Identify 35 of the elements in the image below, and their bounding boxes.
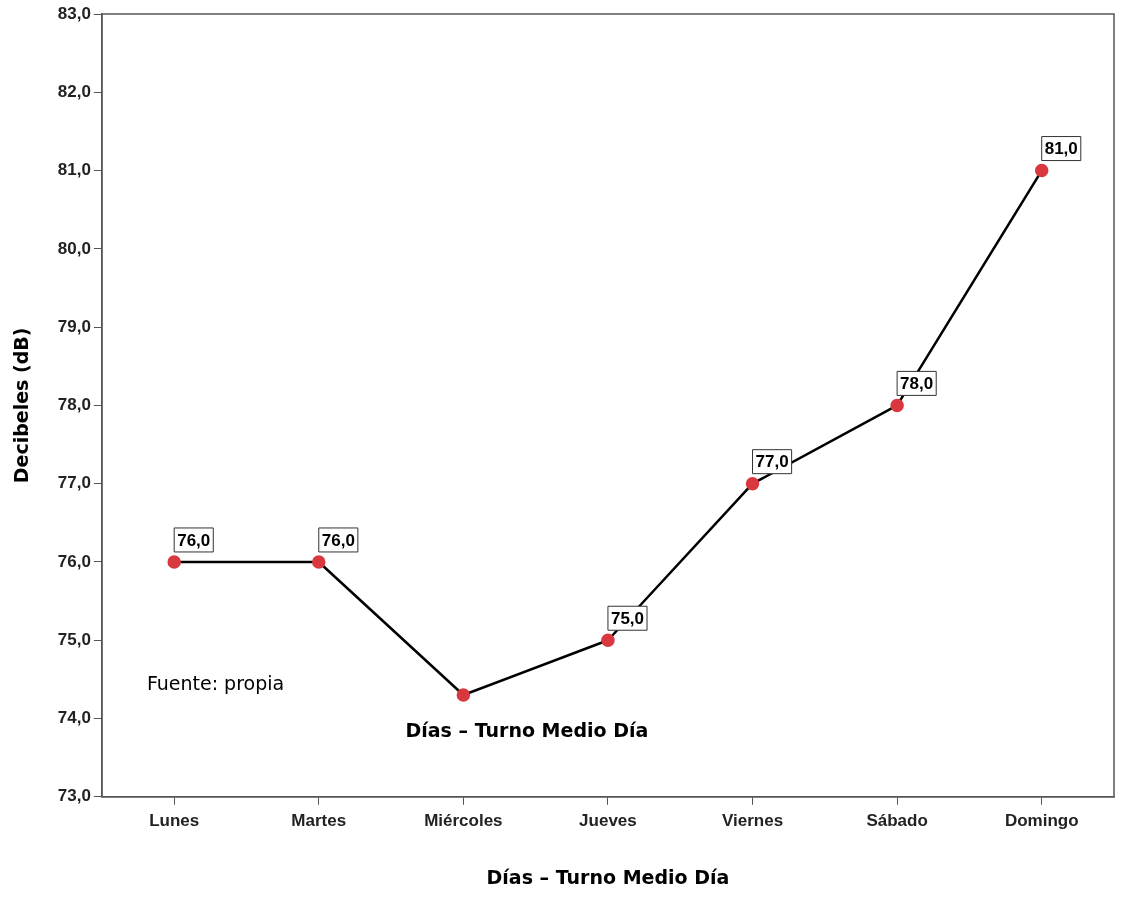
y-tick-label: 76,0 [57,551,91,571]
point [167,555,181,569]
y-tick-label: 77,0 [57,473,91,493]
point [312,555,326,569]
y-tick-label: 81,0 [57,160,91,180]
y-tick-label: 79,0 [57,316,91,336]
data-label: 75,0 [610,608,645,628]
data-label: 77,0 [755,452,789,472]
y-tick-label: 75,0 [57,629,91,649]
x-tick-label: Viernes [721,810,784,830]
point [601,633,615,647]
y-axis-title: Decibeles (dB) [10,327,33,484]
y-tick-label: 73,0 [57,786,91,806]
point [456,688,471,702]
point [745,476,760,491]
y-tick-label: 80,0 [57,238,91,258]
data-label: 81,0 [1044,139,1078,159]
annotation: Días – Turno Medio Día [405,718,649,741]
x-axis-title: Días – Turno Medio Día [486,865,730,888]
y-tick-label: 82,0 [57,81,91,101]
x-tick-label: Jueves [579,810,637,830]
x-tick-label: Domingo [1004,810,1079,830]
annotation: Fuente: propia [146,671,285,694]
y-tick-label: 74,0 [57,708,91,728]
x-tick-label: Martes [291,810,347,830]
x-tick-label: Sábado [866,810,928,830]
data-label: 76,0 [321,530,355,550]
y-tick-label: 83,0 [57,3,91,23]
y-tick-label: 78,0 [57,395,91,415]
point [890,398,904,413]
point [1034,163,1049,178]
data-label: 76,0 [177,530,211,550]
x-tick-label: Lunes [149,810,200,830]
data-label: 78,0 [900,374,934,394]
x-tick-label: Miércoles [424,810,503,830]
